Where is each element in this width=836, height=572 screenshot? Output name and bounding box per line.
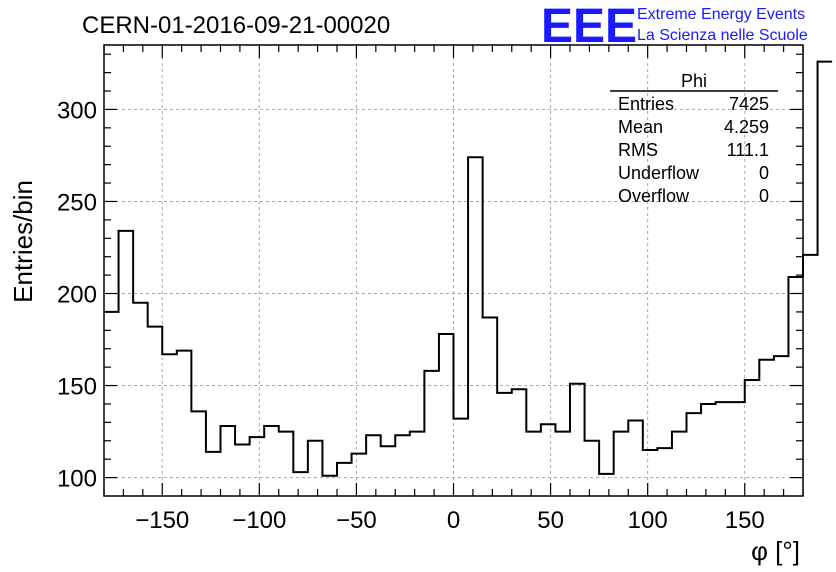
stats-row-value: 111.1 <box>727 140 769 160</box>
eee-logo: EEE Extreme Energy Events La Scienza nel… <box>541 0 808 53</box>
histogram-bin <box>759 360 774 496</box>
histogram-bin <box>687 413 702 496</box>
histogram-outline <box>104 60 833 477</box>
histogram-bin <box>555 432 570 496</box>
eee-logo-line1: Extreme Energy Events <box>637 6 805 23</box>
histogram-bin <box>279 432 294 496</box>
histogram-bars <box>104 60 833 496</box>
stats-row-label: Overflow <box>618 186 690 206</box>
histogram-bin <box>322 476 337 496</box>
x-tick-label: 100 <box>628 507 668 534</box>
x-tick-label: −50 <box>336 507 377 534</box>
histogram-bin <box>206 452 221 496</box>
histogram-bin <box>308 441 323 496</box>
histogram-bin <box>774 356 789 496</box>
histogram-bin <box>599 474 614 496</box>
x-tick-label: 150 <box>725 507 765 534</box>
histogram-bin <box>818 62 833 496</box>
histogram-bin <box>221 426 236 496</box>
histogram-bin <box>454 419 469 496</box>
stats-row-value: 0 <box>759 163 769 183</box>
histogram-bin <box>701 404 716 496</box>
histogram-bin <box>337 463 352 496</box>
stats-row-label: Underflow <box>618 163 700 183</box>
histogram-bin <box>483 317 498 496</box>
x-tick-label: 0 <box>447 507 460 534</box>
histogram-bin <box>657 448 672 496</box>
histogram-bin <box>366 435 381 496</box>
histogram-bin <box>745 380 760 496</box>
x-tick-label: −100 <box>232 507 286 534</box>
histogram-bin <box>395 435 410 496</box>
x-tick-labels: −150 −100 −50 0 50 100 150 <box>135 507 765 534</box>
histogram-bin <box>468 157 483 496</box>
histogram-bin <box>541 424 556 496</box>
eee-logo-mark: EEE <box>541 0 637 53</box>
histogram-bin <box>570 384 585 496</box>
histogram-bin <box>352 454 367 496</box>
eee-logo-line2: La Scienza nelle Scuole <box>637 27 808 44</box>
histogram-bin <box>424 371 439 496</box>
histogram-bin <box>585 441 600 496</box>
histogram-bin <box>133 303 148 496</box>
grid <box>104 45 803 496</box>
histogram-bin <box>264 426 279 496</box>
histogram-bin <box>119 231 134 496</box>
histogram-bin <box>381 446 396 496</box>
histogram-bin <box>716 402 731 496</box>
y-axis-label: Entries/bin <box>8 180 38 303</box>
stats-box: Phi Entries 7425 Mean 4.259 RMS 111.1 Underflo… <box>610 71 778 206</box>
histogram-bin <box>162 354 177 496</box>
stats-row-label: Mean <box>618 117 663 137</box>
stats-row-value: 0 <box>759 186 769 206</box>
histogram-bin <box>643 450 658 496</box>
histogram-bin <box>148 327 163 496</box>
run-title: CERN-01-2016-09-21-00020 <box>82 12 390 39</box>
histogram-bin <box>788 277 803 496</box>
histogram-bin <box>628 421 643 496</box>
y-tick-label: 150 <box>57 374 97 401</box>
y-tick-label: 100 <box>57 466 97 493</box>
stats-row-label: Entries <box>618 94 674 114</box>
histogram-bin <box>614 432 629 496</box>
y-tick-labels: 100 150 200 250 300 <box>57 97 97 492</box>
histogram-bin <box>497 393 512 496</box>
histogram-bin <box>526 432 541 496</box>
histogram-bin <box>730 402 745 496</box>
stats-row-label: RMS <box>618 140 658 160</box>
y-tick-label: 250 <box>57 189 97 216</box>
x-tick-label: −150 <box>135 507 189 534</box>
stats-rows: Entries 7425 Mean 4.259 RMS 111.1 Underflow 0 Ov… <box>618 94 769 206</box>
histogram-bin <box>512 389 527 496</box>
stats-row-value: 7425 <box>729 94 769 114</box>
y-tick-label: 300 <box>57 97 97 124</box>
stats-row-value: 4.259 <box>724 117 769 137</box>
histogram-bin <box>191 411 206 496</box>
histogram-bin <box>177 351 192 496</box>
histogram-bin <box>250 437 265 496</box>
histogram-bin <box>672 432 687 496</box>
y-tick-label: 200 <box>57 282 97 309</box>
histogram-bin <box>803 255 818 496</box>
histogram-bin <box>235 444 250 496</box>
axis-ticks <box>103 45 804 496</box>
histogram-bin <box>439 334 454 496</box>
histogram-bin <box>293 472 308 496</box>
x-axis-label: φ [°] <box>751 536 800 566</box>
x-tick-label: 50 <box>537 507 564 534</box>
stats-box-title: Phi <box>681 71 707 91</box>
histogram-bin <box>410 432 425 496</box>
